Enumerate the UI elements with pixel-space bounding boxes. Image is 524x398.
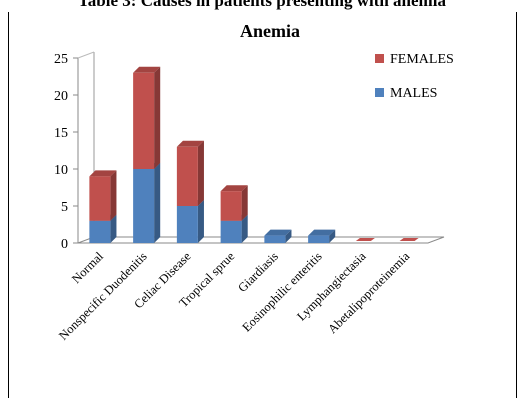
chart-legend: FEMALES MALES xyxy=(375,52,454,101)
y-axis-top-edge xyxy=(78,52,94,58)
bar-males-1-side xyxy=(154,163,160,243)
bar-males-4 xyxy=(264,230,291,243)
bar-females-1-front xyxy=(133,73,154,169)
y-tick-label: 5 xyxy=(61,200,68,215)
bar-males-2 xyxy=(177,200,204,243)
bar-females-2-side xyxy=(198,141,204,206)
bar-females-2-front xyxy=(177,147,198,206)
bar-females-0-side xyxy=(110,170,116,220)
y-tick-label: 10 xyxy=(54,163,68,178)
bar-females-1 xyxy=(133,67,160,169)
x-tick-label: Normal xyxy=(69,249,106,286)
legend-swatch-females xyxy=(375,54,384,63)
bar-males-5-front xyxy=(308,236,329,243)
bar-males-2-front xyxy=(177,206,198,243)
legend-label-males: MALES xyxy=(390,86,437,101)
bar-males-4-front xyxy=(264,236,285,243)
y-tick-label: 0 xyxy=(61,237,68,252)
y-tick-label: 20 xyxy=(54,89,68,104)
x-tick-label: Eosinophilic enteritis xyxy=(239,249,324,334)
bar-females-1-side xyxy=(154,67,160,169)
bar-females-3-side xyxy=(242,185,248,221)
y-tick-label: 25 xyxy=(54,52,68,67)
table-caption: Table 3: Causes in patients presenting w… xyxy=(78,0,446,10)
bar-females-3 xyxy=(221,185,248,221)
chart-plot-area xyxy=(78,52,444,243)
bar-males-0-front xyxy=(89,221,110,243)
x-tick-label: Abetalipoproteinemia xyxy=(325,249,412,336)
chart-title: Anemia xyxy=(240,21,300,41)
legend-swatch-males xyxy=(375,88,384,97)
bar-females-0 xyxy=(89,170,116,220)
bar-females-3-front xyxy=(221,191,242,221)
bar-males-5 xyxy=(308,230,335,243)
chart-floor xyxy=(78,237,444,243)
legend-label-females: FEMALES xyxy=(390,52,454,67)
bar-males-1 xyxy=(133,163,160,243)
bar-females-2 xyxy=(177,141,204,206)
x-tick-label: Giardiasis xyxy=(235,249,281,295)
y-tick-label: 15 xyxy=(54,126,68,141)
bar-males-1-front xyxy=(133,169,154,243)
bar-females-0-front xyxy=(89,176,110,220)
bar-males-3-front xyxy=(221,221,242,243)
bar-males-2-side xyxy=(198,200,204,243)
chart-bars xyxy=(89,67,418,243)
